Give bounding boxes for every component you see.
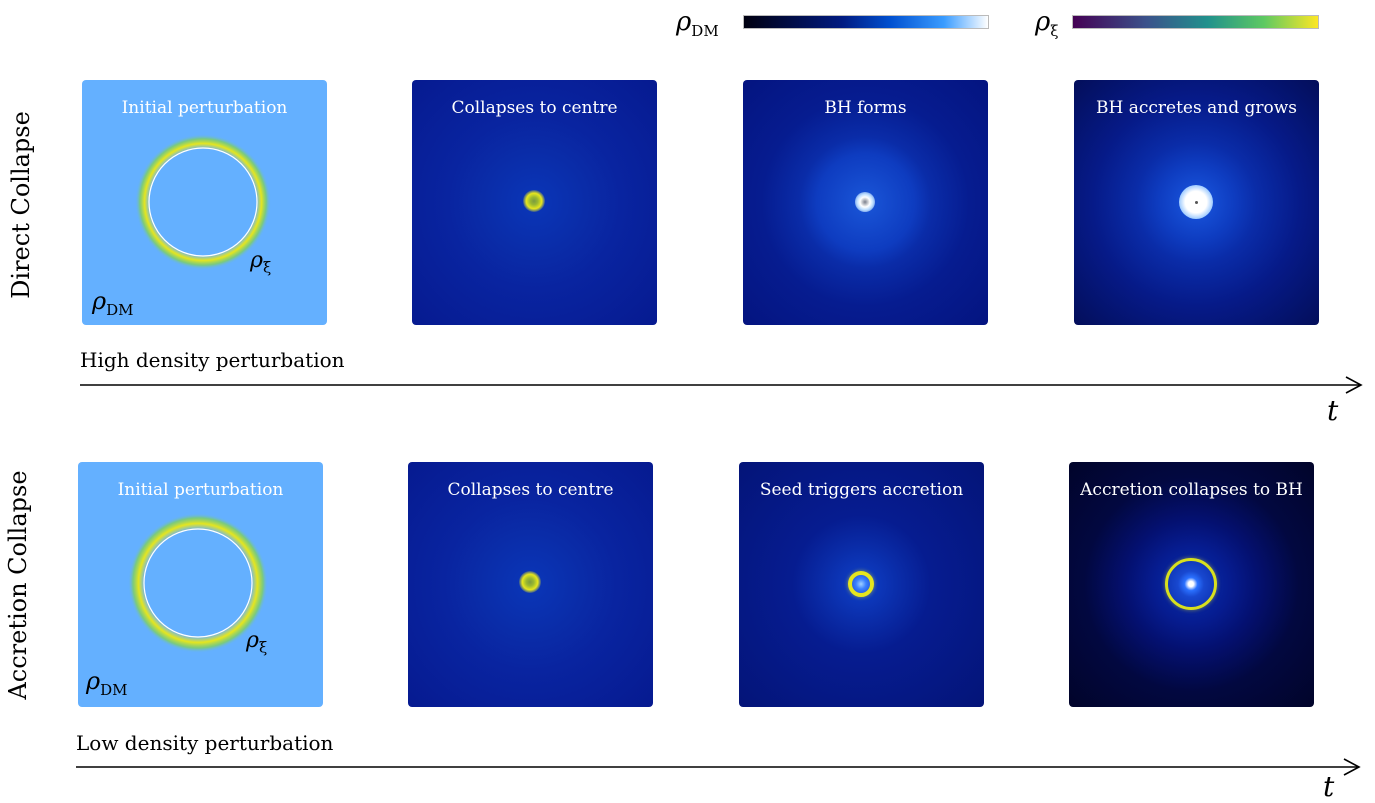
density-ring xyxy=(128,513,268,653)
panel-bh-forms: BH forms xyxy=(743,80,988,325)
panel-bh-accretes-and-grows: BH accretes and grows xyxy=(1074,80,1319,325)
panel-title: BH accretes and grows xyxy=(1096,98,1297,118)
xi-colorbar xyxy=(1072,15,1319,29)
panel-title: Initial perturbation xyxy=(117,480,284,500)
time-axis-label: t xyxy=(1323,770,1335,803)
row-label-direct-collapse: Direct Collapse xyxy=(7,111,35,299)
panel-initial-perturbation: Initial perturbation ρξ ρDM xyxy=(78,462,323,707)
xi-annotation: ρξ xyxy=(250,248,272,277)
dm-colorbar xyxy=(743,15,989,29)
xi-annotation: ρξ xyxy=(246,628,268,657)
dm-colorbar-symbol: ρDM xyxy=(676,7,719,41)
axis-caption-high-density: High density perturbation xyxy=(80,348,345,372)
panel-collapses-to-centre: Collapses to centre xyxy=(408,462,653,707)
panel-title: BH forms xyxy=(824,98,907,118)
xi-colorbar-symbol: ρξ xyxy=(1035,7,1059,41)
panel-seed-triggers-accretion: Seed triggers accretion xyxy=(739,462,984,707)
panel-title: Initial perturbation xyxy=(121,98,288,118)
panel-title: Collapses to centre xyxy=(451,98,618,118)
density-ring xyxy=(135,134,271,270)
panel-collapses-to-centre: Collapses to centre xyxy=(412,80,657,325)
time-axis-arrow xyxy=(76,758,1361,776)
dm-annotation: ρDM xyxy=(92,287,134,319)
panel-title: Accretion collapses to BH xyxy=(1080,480,1303,500)
time-axis-label: t xyxy=(1327,394,1339,427)
panel-initial-perturbation: Initial perturbation ρξ ρDM xyxy=(82,80,327,325)
panel-accretion-collapses-to-bh: Accretion collapses to BH xyxy=(1069,462,1314,707)
time-axis-arrow xyxy=(80,376,1363,394)
axis-caption-low-density: Low density perturbation xyxy=(76,731,334,755)
panel-title: Seed triggers accretion xyxy=(759,480,964,500)
row-label-accretion-collapse: Accretion Collapse xyxy=(4,470,32,700)
dm-annotation: ρDM xyxy=(86,667,128,699)
panel-title: Collapses to centre xyxy=(447,480,614,500)
